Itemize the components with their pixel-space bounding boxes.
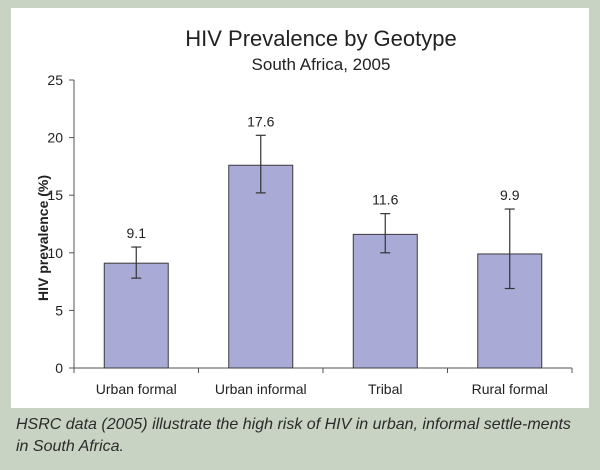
y-tick-label: 5 — [55, 302, 63, 318]
bar — [228, 164, 294, 369]
data-label: 9.9 — [500, 187, 520, 203]
y-tick-label: 0 — [55, 360, 63, 376]
x-tick-label: Tribal — [368, 381, 403, 397]
data-label: 9.1 — [127, 225, 147, 241]
y-axis-label: HIV prevalence (%) — [35, 175, 51, 301]
bar-chart: HIV Prevalence by Geotype South Africa, … — [35, 26, 573, 397]
figure-caption: HSRC data (2005) illustrate the high ris… — [16, 416, 571, 455]
chart-title: HIV Prevalence by Geotype — [185, 26, 456, 51]
data-label: 17.6 — [247, 113, 274, 129]
chart-panel: HIV Prevalence by Geotype South Africa, … — [11, 8, 589, 408]
y-tick-label: 15 — [47, 187, 63, 203]
plot-area: 0 5 10 15 20 25 9.1 Urban formal 17.6 Urban infor… — [47, 72, 573, 397]
y-tick-label: 25 — [47, 72, 63, 88]
bar — [352, 233, 418, 369]
chart-subtitle: South Africa, 2005 — [252, 55, 391, 74]
x-tick-label: Urban formal — [96, 381, 177, 397]
x-tick-label: Rural formal — [472, 381, 548, 397]
y-tick-label: 20 — [47, 130, 63, 146]
y-tick-label: 10 — [47, 245, 63, 261]
bar — [103, 262, 169, 369]
data-label: 11.6 — [372, 192, 398, 208]
x-tick-label: Urban informal — [215, 381, 307, 397]
